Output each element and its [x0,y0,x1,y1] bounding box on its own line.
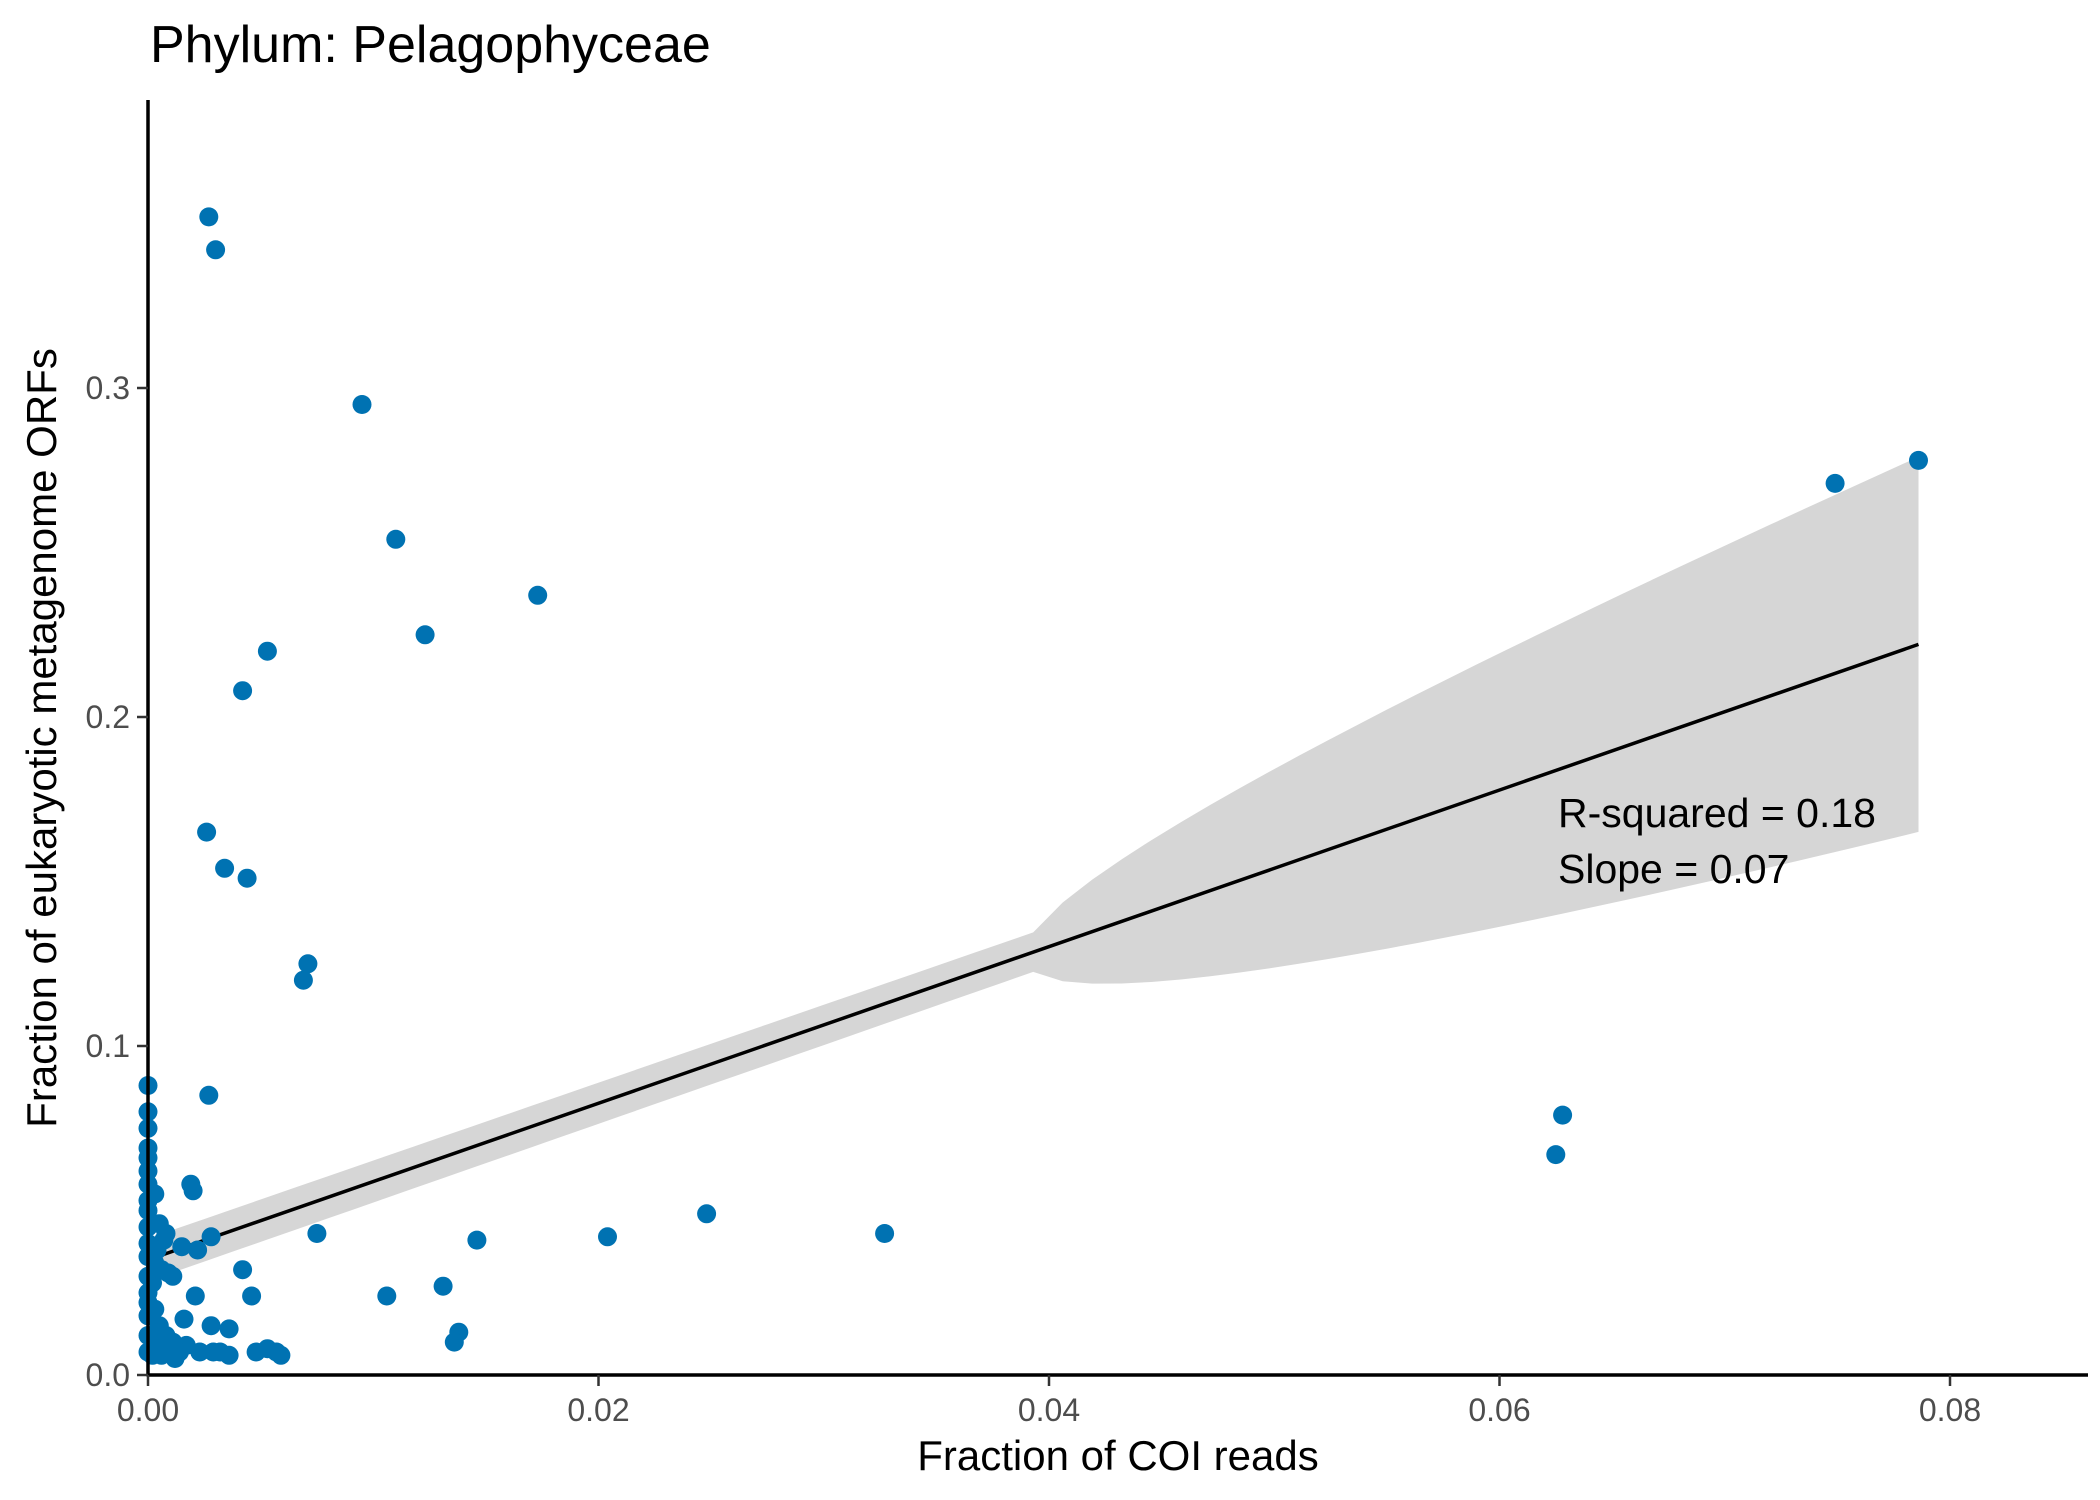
data-point [145,1299,165,1319]
y-axis-ticks: 0.0 0.1 0.2 0.3 [86,370,148,1393]
data-point [197,822,217,842]
data-point [206,240,226,260]
data-point [233,1260,253,1280]
data-point [201,1227,221,1247]
data-point [203,1342,223,1362]
data-point [219,1319,239,1339]
x-tick-label: 0.08 [1919,1392,1981,1428]
data-point [156,1224,176,1243]
data-points-layer [138,207,1928,1368]
data-point [271,1345,291,1365]
data-point [233,681,253,701]
slope-annotation: Slope = 0.07 [1558,846,1789,892]
data-point [1825,473,1845,493]
y-tick-label: 0.1 [86,1028,130,1064]
r-squared-annotation: R-squared = 0.18 [1558,790,1876,836]
data-point [352,395,372,414]
data-point [293,970,313,990]
x-tick-label: 0.00 [117,1392,179,1428]
data-point [237,868,257,888]
x-tick-label: 0.06 [1468,1392,1530,1428]
data-point [875,1224,895,1243]
y-tick-label: 0.3 [86,370,130,406]
data-point [1553,1105,1573,1125]
y-tick-label: 0.0 [86,1357,130,1393]
y-axis-title: Fraction of eukaryotic metagenome ORFs [18,348,65,1128]
data-point [307,1224,327,1243]
x-tick-label: 0.02 [567,1392,629,1428]
data-point [145,1184,165,1204]
regression-line [147,642,1920,1262]
data-point [199,207,219,227]
data-point [145,1253,165,1273]
data-point [143,1273,162,1293]
x-axis-title: Fraction of COI reads [917,1432,1318,1479]
data-point [172,1237,192,1257]
data-point [467,1230,487,1250]
data-point [163,1266,183,1286]
data-point [598,1227,617,1247]
x-tick-label: 0.04 [1018,1392,1080,1428]
data-point [183,1181,203,1201]
data-point [188,1240,208,1260]
data-point [697,1204,717,1224]
data-point [185,1286,205,1306]
data-point [257,641,277,661]
data-point [215,858,235,878]
data-point [298,954,318,974]
data-point [415,625,435,645]
chart-title: Phylum: Pelagophyceae [150,16,711,74]
data-point [201,1316,221,1336]
data-point [377,1286,397,1306]
data-point [433,1276,453,1296]
data-point [1909,450,1928,470]
data-point [444,1332,464,1352]
data-point [1546,1145,1566,1165]
data-point [246,1342,266,1362]
data-point [386,529,406,549]
data-point [242,1286,262,1306]
data-point [199,1085,219,1105]
data-point [528,585,548,605]
regression-line-layer [147,642,1920,1262]
x-axis-ticks: 0.00 0.02 0.04 0.06 0.08 [117,1375,1981,1428]
data-point [152,1335,171,1355]
data-point [174,1309,194,1329]
y-tick-label: 0.2 [86,699,130,735]
